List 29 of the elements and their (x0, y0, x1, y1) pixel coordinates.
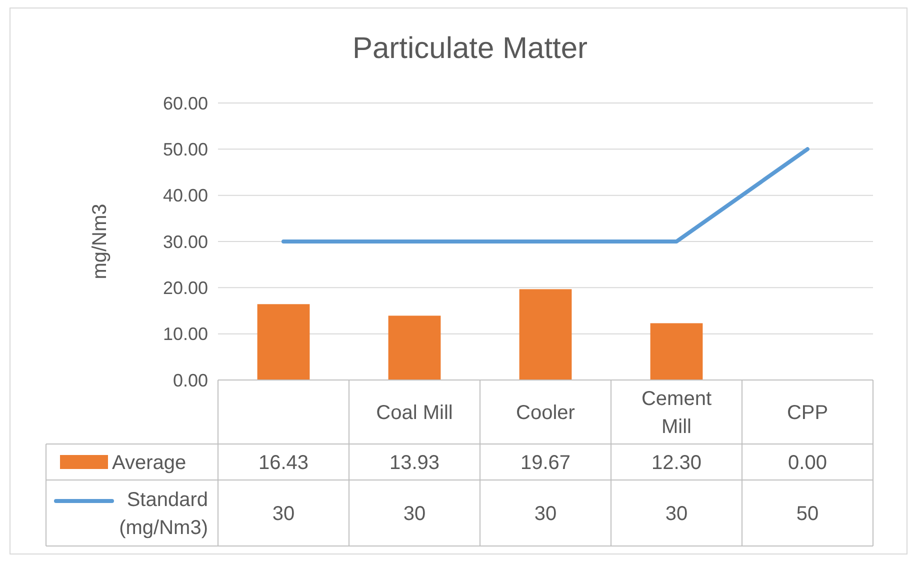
y-tick-label: 30.00 (162, 232, 208, 252)
data-label: 12.30 (651, 452, 702, 474)
legend-label: Standard (mg/Nm3) (119, 489, 208, 539)
data-label: 30 (272, 503, 295, 525)
chart-title: Particulate Matter (352, 32, 588, 65)
legend-label: Average (112, 452, 186, 474)
x-tick-label: CPP (786, 402, 828, 424)
data-label: 30 (534, 503, 557, 525)
data-label: 50 (796, 503, 819, 525)
x-tick-label: Coal Mill (376, 402, 453, 424)
data-label: 30 (403, 503, 426, 525)
bar (650, 323, 703, 380)
bar (388, 316, 441, 380)
data-label: 30 (665, 503, 688, 525)
data-label: 0.00 (788, 452, 827, 474)
data-label: 16.43 (258, 452, 309, 474)
x-tick-label: Cement Mill (641, 388, 712, 438)
y-tick-label: 40.00 (162, 186, 208, 206)
y-tick-label: 20.00 (162, 278, 208, 298)
bar (257, 304, 310, 380)
bar (519, 289, 572, 380)
y-tick-label: 50.00 (162, 139, 208, 160)
y-axis-title: mg/Nm3 (89, 204, 111, 280)
x-tick-label: Cooler (516, 402, 576, 424)
y-tick-label: 60.00 (162, 93, 208, 114)
data-label: 13.93 (389, 452, 440, 474)
y-tick-label: 10.00 (162, 324, 208, 344)
y-tick-label: 0.00 (172, 370, 208, 390)
data-label: 19.67 (520, 452, 571, 474)
